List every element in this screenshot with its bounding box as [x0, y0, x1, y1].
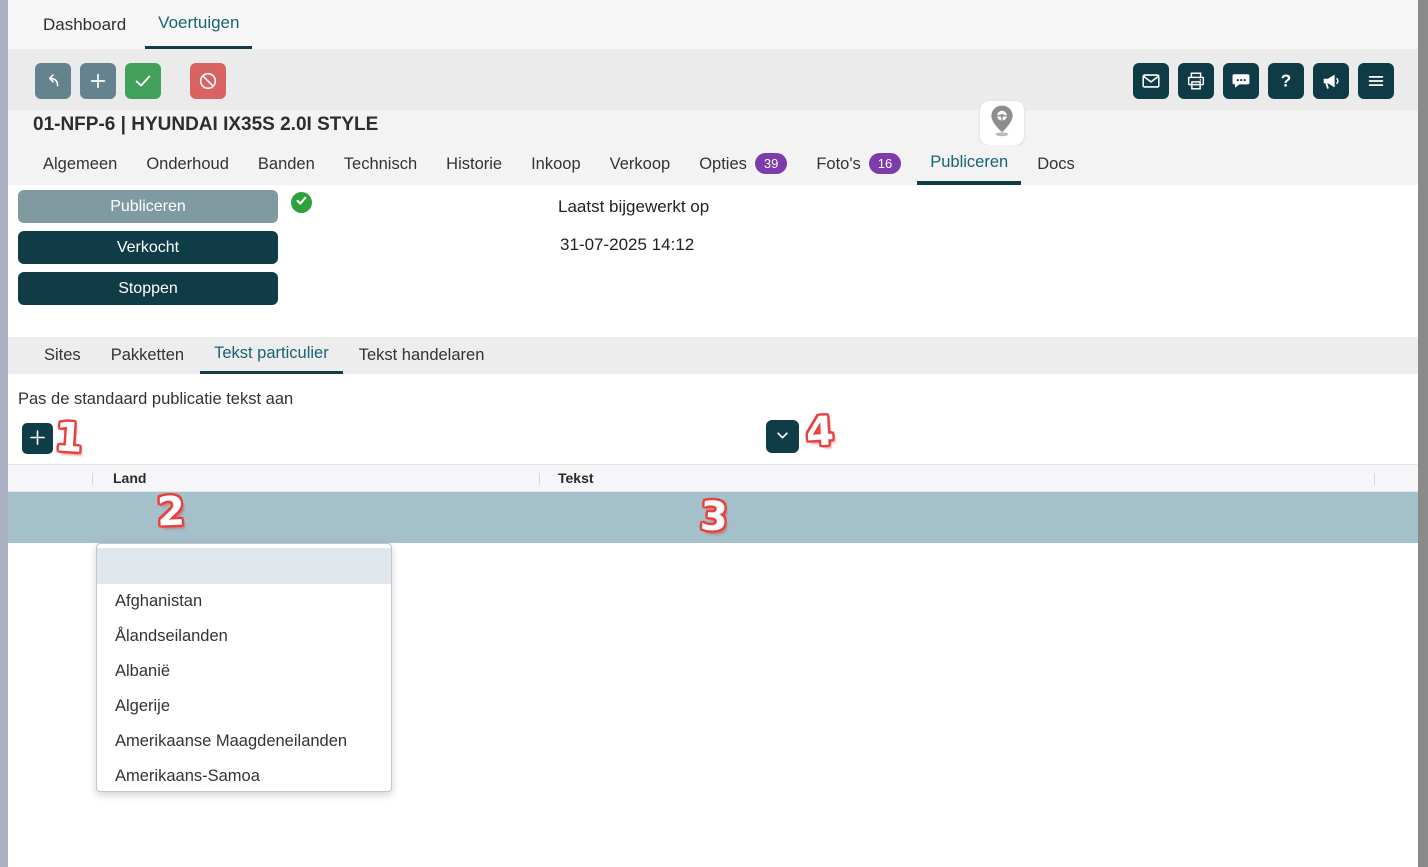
dropdown-option[interactable]: Amerikaanse Maagdeneilanden — [115, 732, 348, 750]
cancel-button[interactable] — [190, 63, 226, 99]
dropdown-option[interactable]: Afghanistan — [115, 592, 203, 610]
hamburger-icon — [1365, 70, 1387, 92]
email-icon — [1140, 70, 1162, 92]
column-divider — [539, 473, 540, 485]
tab-onderhoud[interactable]: Onderhoud — [146, 155, 229, 173]
subtab-tekst-handelaren[interactable]: Tekst handelaren — [358, 346, 485, 364]
print-icon — [1185, 70, 1207, 92]
stoppen-button[interactable]: Stoppen — [18, 272, 278, 305]
plus-icon — [87, 70, 109, 92]
verkocht-button[interactable]: Verkocht — [18, 231, 278, 264]
announcements-button[interactable] — [1313, 63, 1349, 99]
publiceren-button[interactable]: Publiceren — [18, 190, 278, 223]
chat-button[interactable] — [1223, 63, 1259, 99]
megaphone-icon — [1320, 70, 1342, 92]
chevron-down-icon — [772, 425, 793, 449]
print-button[interactable] — [1178, 63, 1214, 99]
opties-count-badge: 39 — [754, 153, 788, 174]
left-edge-strip — [0, 0, 8, 867]
email-button[interactable] — [1133, 63, 1169, 99]
annotation-mark-3: 3 — [698, 493, 730, 541]
add-record-button[interactable] — [80, 63, 116, 99]
confirm-button[interactable] — [125, 63, 161, 99]
column-divider — [1374, 473, 1375, 485]
ban-icon — [197, 70, 219, 92]
dropdown-option[interactable]: Amerikaans-Samoa — [115, 767, 260, 785]
annotation-mark-1: 1 — [53, 414, 85, 462]
vertical-scrollbar[interactable] — [1418, 0, 1428, 867]
dropdown-option-empty[interactable] — [97, 548, 391, 584]
topnav-item-voertuigen[interactable]: Voertuigen — [145, 0, 253, 49]
country-dropdown: Afghanistan Ålandseilanden Albanië Alger… — [96, 543, 392, 792]
tab-historie[interactable]: Historie — [446, 155, 503, 173]
plus-icon — [27, 427, 48, 451]
location-pin-icon — [987, 104, 1017, 143]
column-header-tekst[interactable]: Tekst — [558, 470, 594, 486]
undo-icon — [42, 70, 64, 92]
column-header-land[interactable]: Land — [113, 470, 147, 486]
subtab-pakketten[interactable]: Pakketten — [110, 346, 185, 364]
subtab-tekst-particulier[interactable]: Tekst particulier — [200, 337, 343, 374]
check-icon — [132, 70, 154, 92]
help-button[interactable]: ? — [1268, 63, 1304, 99]
publish-actions: Publiceren Verkocht Stoppen — [18, 190, 278, 305]
location-pin-card[interactable] — [980, 101, 1024, 145]
chat-icon — [1230, 70, 1252, 92]
title-bar — [8, 110, 1418, 145]
vehicle-tabs: Algemeen Onderhoud Banden Technisch Hist… — [8, 145, 1418, 185]
toolbar: ? — [8, 49, 1418, 110]
instruction-text: Pas de standaard publicatie tekst aan — [18, 390, 294, 408]
check-circle-icon — [295, 194, 308, 212]
tab-publiceren[interactable]: Publiceren — [917, 145, 1022, 185]
svg-text:?: ? — [1281, 71, 1292, 91]
table-header: Land Tekst — [8, 464, 1418, 492]
topnav-item-dashboard[interactable]: Dashboard — [43, 15, 127, 34]
last-updated-label: Laatst bijgewerkt op — [558, 197, 710, 216]
dropdown-option[interactable]: Albanië — [115, 662, 171, 680]
collapse-button[interactable] — [766, 420, 799, 453]
tab-fotos[interactable]: Foto's 16 — [803, 145, 914, 185]
dropdown-option[interactable]: Algerije — [115, 697, 171, 715]
menu-button[interactable] — [1358, 63, 1394, 99]
subtab-sites[interactable]: Sites — [44, 346, 81, 364]
fotos-count-badge: 16 — [868, 153, 902, 174]
tab-verkoop[interactable]: Verkoop — [609, 155, 671, 173]
tab-algemeen[interactable]: Algemeen — [43, 155, 118, 173]
table-row[interactable]: dit is een nl test — [8, 492, 1418, 543]
page-title: 01-NFP-6 | HYUNDAI IX35S 2.0I STYLE — [33, 114, 379, 135]
tab-banden[interactable]: Banden — [257, 155, 315, 173]
tab-opties[interactable]: Opties 39 — [686, 145, 800, 185]
add-row-button[interactable] — [22, 423, 53, 454]
column-divider — [92, 473, 93, 485]
tab-opties-label: Opties — [699, 155, 747, 173]
publish-status-badge — [291, 192, 312, 213]
annotation-mark-2: 2 — [156, 488, 186, 536]
question-icon: ? — [1275, 70, 1297, 92]
tab-docs[interactable]: Docs — [1037, 155, 1075, 173]
tab-inkoop[interactable]: Inkoop — [531, 155, 581, 173]
dropdown-option[interactable]: Ålandseilanden — [115, 627, 228, 645]
annotation-mark-4: 4 — [804, 408, 836, 456]
publish-subtabs: Sites Pakketten Tekst particulier Tekst … — [8, 337, 1418, 374]
tab-technisch[interactable]: Technisch — [343, 155, 418, 173]
tab-fotos-label: Foto's — [816, 155, 861, 173]
top-navigation: Dashboard Voertuigen — [8, 0, 1418, 49]
undo-button[interactable] — [35, 63, 71, 99]
last-updated-value: 31-07-2025 14:12 — [560, 235, 695, 254]
